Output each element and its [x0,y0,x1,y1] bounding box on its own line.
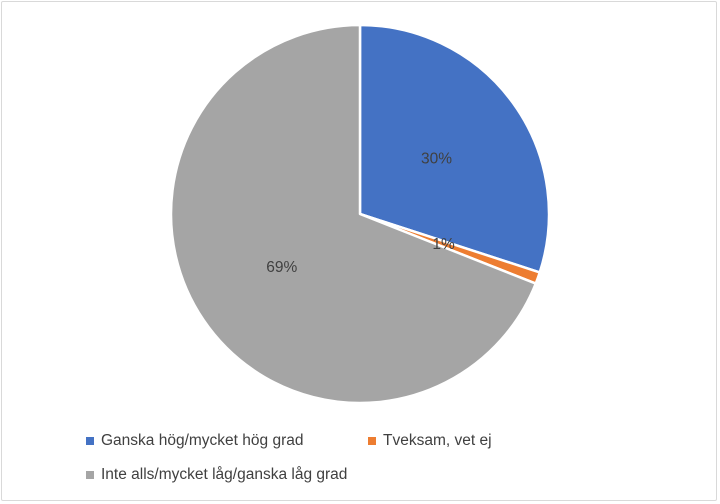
pie-slice-2 [169,23,537,405]
legend-item-2: Inte alls/mycket låg/ganska låg grad [86,466,347,484]
data-label-0: 30% [421,151,452,168]
legend-item-1: Tveksam, vet ej [368,432,492,450]
data-label-1: 1% [432,236,455,253]
legend-swatch-2 [86,471,94,479]
legend-label-0: Ganska hög/mycket hög grad [101,432,304,449]
pie-slices [169,23,551,405]
legend-swatch-0 [86,437,94,445]
legend-label-1: Tveksam, vet ej [383,432,492,449]
legend-swatch-1 [368,437,376,445]
data-label-2: 69% [266,259,297,276]
legend-label-2: Inte alls/mycket låg/ganska låg grad [101,466,348,483]
pie-data-labels: 30% 1% 69% [266,151,455,277]
legend-item-0: Ganska hög/mycket hög grad [86,432,303,450]
pie-slice-0 [358,23,551,274]
legend: Ganska hög/mycket hög grad Tveksam, vet … [86,428,606,492]
